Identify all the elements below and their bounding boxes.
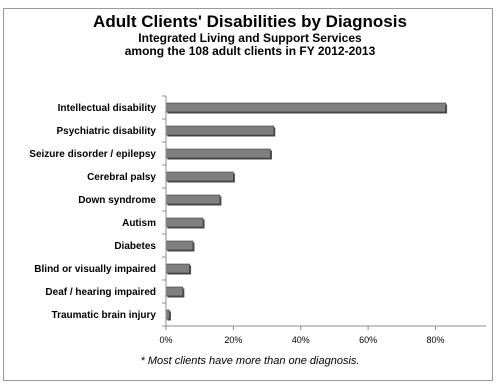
x-tick-label: 80% [426, 335, 444, 345]
bar [165, 217, 204, 228]
chart-title: Adult Clients' Disabilities by Diagnosis [93, 12, 407, 31]
category-label: Diabetes [114, 241, 156, 252]
footnote: * Most clients have more than one diagno… [140, 355, 360, 367]
bar [165, 125, 275, 136]
bar [165, 286, 184, 297]
category-label: Traumatic brain injury [52, 310, 157, 321]
chart-subtitle-line-2: among the 108 adult clients in FY 2012-2… [124, 44, 376, 58]
category-label: Autism [122, 218, 156, 229]
bar [165, 240, 194, 251]
bar [165, 194, 221, 205]
category-label: Deaf / hearing impaired [45, 287, 156, 298]
bar [165, 309, 170, 320]
bar [165, 171, 234, 182]
category-label: Cerebral palsy [87, 172, 156, 183]
x-tick-label: 60% [359, 335, 377, 345]
bar [165, 148, 271, 159]
category-label: Blind or visually impaired [34, 264, 156, 275]
chart-border [3, 8, 493, 381]
bar [165, 263, 190, 274]
x-tick-label: 0% [159, 335, 172, 345]
category-label: Down syndrome [78, 195, 156, 206]
x-tick-label: 40% [292, 335, 310, 345]
bars-layer [165, 102, 448, 321]
x-tick-label: 20% [224, 335, 242, 345]
bar [165, 102, 446, 113]
category-label: Seizure disorder / epilepsy [29, 149, 156, 160]
chart-subtitle-line-1: Integrated Living and Support Services [138, 31, 362, 45]
category-label: Intellectual disability [58, 103, 157, 114]
category-label: Psychiatric disability [57, 126, 157, 137]
axes-layer: 0% 20% 40% 60% 80% Intellectual disability Psy… [29, 95, 486, 345]
